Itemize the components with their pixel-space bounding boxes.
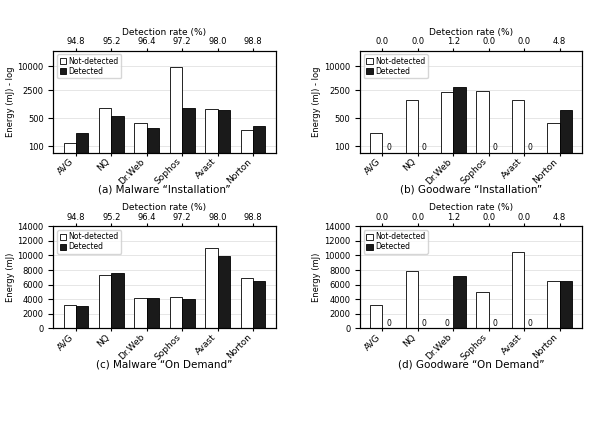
Legend: Not-detected, Detected: Not-detected, Detected bbox=[364, 54, 428, 78]
Bar bbox=[476, 292, 489, 328]
Bar bbox=[147, 128, 159, 421]
Bar bbox=[112, 273, 124, 328]
Bar bbox=[112, 116, 124, 421]
X-axis label: Detection rate (%): Detection rate (%) bbox=[122, 203, 207, 212]
Bar bbox=[476, 91, 489, 421]
Bar bbox=[512, 100, 524, 421]
Bar bbox=[241, 278, 253, 328]
Bar bbox=[453, 276, 466, 328]
Text: 0: 0 bbox=[422, 319, 426, 328]
Bar bbox=[170, 297, 182, 328]
Bar bbox=[370, 305, 383, 328]
Y-axis label: Energy (mJ): Energy (mJ) bbox=[312, 253, 321, 302]
Text: 0: 0 bbox=[528, 143, 533, 152]
Bar bbox=[147, 298, 159, 328]
Bar bbox=[64, 143, 76, 421]
X-axis label: Detection rate (%): Detection rate (%) bbox=[429, 28, 513, 37]
Text: 0: 0 bbox=[492, 319, 497, 328]
Bar bbox=[217, 256, 230, 328]
Bar bbox=[217, 110, 230, 421]
Bar bbox=[406, 272, 418, 328]
Bar bbox=[370, 133, 383, 421]
X-axis label: Detection rate (%): Detection rate (%) bbox=[429, 203, 513, 212]
Y-axis label: Energy (mJ) - log: Energy (mJ) - log bbox=[312, 67, 321, 137]
Bar bbox=[134, 298, 147, 328]
Bar bbox=[253, 281, 266, 328]
Y-axis label: Energy (mJ) - log: Energy (mJ) - log bbox=[6, 67, 15, 137]
Bar bbox=[76, 133, 89, 421]
Bar bbox=[206, 109, 217, 421]
Bar bbox=[76, 306, 89, 328]
Text: (a) Malware “Installation”: (a) Malware “Installation” bbox=[98, 184, 231, 194]
Bar bbox=[241, 130, 253, 421]
Text: 0: 0 bbox=[492, 143, 497, 152]
Legend: Not-detected, Detected: Not-detected, Detected bbox=[364, 230, 428, 254]
Text: (c) Malware “On Demand”: (c) Malware “On Demand” bbox=[96, 360, 233, 370]
Bar bbox=[453, 87, 466, 421]
Bar bbox=[64, 305, 76, 328]
Text: 0: 0 bbox=[422, 143, 426, 152]
Legend: Not-detected, Detected: Not-detected, Detected bbox=[57, 230, 121, 254]
Bar bbox=[182, 108, 195, 421]
Text: (b) Goodware “Installation”: (b) Goodware “Installation” bbox=[400, 184, 542, 194]
Bar bbox=[99, 108, 112, 421]
Bar bbox=[560, 281, 572, 328]
Bar bbox=[547, 281, 560, 328]
Y-axis label: Energy (mJ): Energy (mJ) bbox=[6, 253, 15, 302]
Bar bbox=[512, 252, 524, 328]
Bar bbox=[441, 92, 453, 421]
Bar bbox=[560, 110, 572, 421]
Bar bbox=[134, 123, 147, 421]
Bar bbox=[206, 248, 217, 328]
Bar bbox=[547, 123, 560, 421]
Bar bbox=[406, 100, 418, 421]
X-axis label: Detection rate (%): Detection rate (%) bbox=[122, 28, 207, 37]
Bar bbox=[182, 299, 195, 328]
Text: (d) Goodware “On Demand”: (d) Goodware “On Demand” bbox=[398, 360, 544, 370]
Bar bbox=[253, 126, 266, 421]
Text: 0: 0 bbox=[386, 143, 391, 152]
Bar bbox=[170, 67, 182, 421]
Bar bbox=[99, 275, 112, 328]
Text: 0: 0 bbox=[386, 319, 391, 328]
Text: 0: 0 bbox=[528, 319, 533, 328]
Text: 0: 0 bbox=[445, 319, 450, 328]
Legend: Not-detected, Detected: Not-detected, Detected bbox=[57, 54, 121, 78]
